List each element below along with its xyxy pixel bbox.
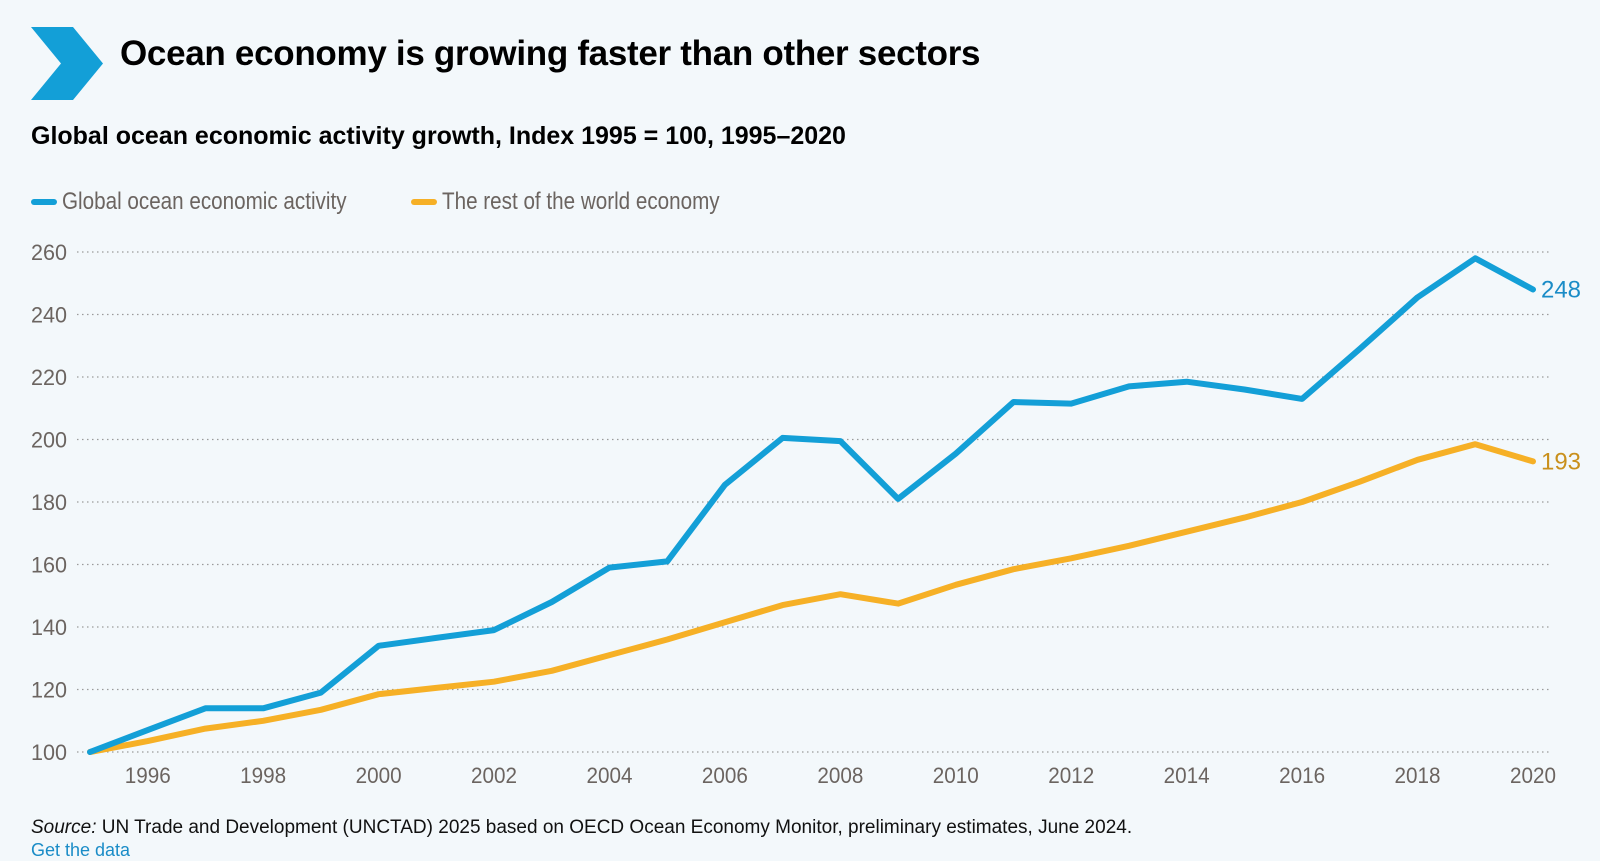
x-tick-label-2014: 2014 (1164, 763, 1210, 788)
chart-subtitle: Global ocean economic activity growth, I… (31, 122, 846, 150)
x-tick-label-2016: 2016 (1279, 763, 1325, 788)
y-tick-label-100: 100 (31, 740, 67, 765)
series-line-ocean (87, 255, 1536, 755)
x-tick-label-2012: 2012 (1048, 763, 1094, 788)
y-tick-label-220: 220 (31, 365, 67, 390)
chevron-logo-icon (31, 27, 103, 100)
end-label-ocean: 248 (1541, 277, 1581, 304)
x-tick-label-2002: 2002 (471, 763, 517, 788)
x-tick-label-1998: 1998 (240, 763, 286, 788)
y-tick-label-260: 260 (31, 240, 67, 265)
x-tick-label-2010: 2010 (933, 763, 979, 788)
source-note: Source: UN Trade and Development (UNCTAD… (31, 817, 1132, 839)
y-tick-label-120: 120 (31, 678, 67, 703)
legend-item-rest-of-world: The rest of the world economy (410, 188, 765, 216)
legend-item-ocean: Global ocean economic activity (31, 188, 393, 216)
y-tick-label-200: 200 (31, 428, 67, 453)
x-tick-label-2000: 2000 (356, 763, 402, 788)
x-tick-label-1996: 1996 (125, 763, 171, 788)
series-line-rest-of-world (87, 441, 1536, 755)
legend: Global ocean economic activity The rest … (31, 188, 783, 216)
x-tick-label-2006: 2006 (702, 763, 748, 788)
y-tick-label-240: 240 (31, 303, 67, 328)
legend-swatch-ocean (31, 199, 57, 205)
y-tick-label-180: 180 (31, 490, 67, 515)
x-tick-label-2008: 2008 (817, 763, 863, 788)
y-tick-label-140: 140 (31, 615, 67, 640)
legend-swatch-rest-of-world (410, 199, 437, 205)
get-the-data-link[interactable]: Get the data (31, 840, 131, 860)
x-tick-label-2004: 2004 (586, 763, 632, 788)
source-text: UN Trade and Development (UNCTAD) 2025 b… (101, 817, 1133, 838)
source-label: Source: (31, 817, 97, 838)
x-tick-label-2020: 2020 (1510, 763, 1556, 788)
legend-label-ocean: Global ocean economic activity (62, 188, 347, 215)
y-tick-label-160: 160 (31, 553, 67, 578)
chart-title: Ocean economy is growing faster than oth… (120, 34, 981, 73)
x-tick-label-2018: 2018 (1395, 763, 1441, 788)
end-label-rest-of-world: 193 (1541, 448, 1581, 475)
legend-label-rest-of-world: The rest of the world economy (441, 188, 720, 215)
